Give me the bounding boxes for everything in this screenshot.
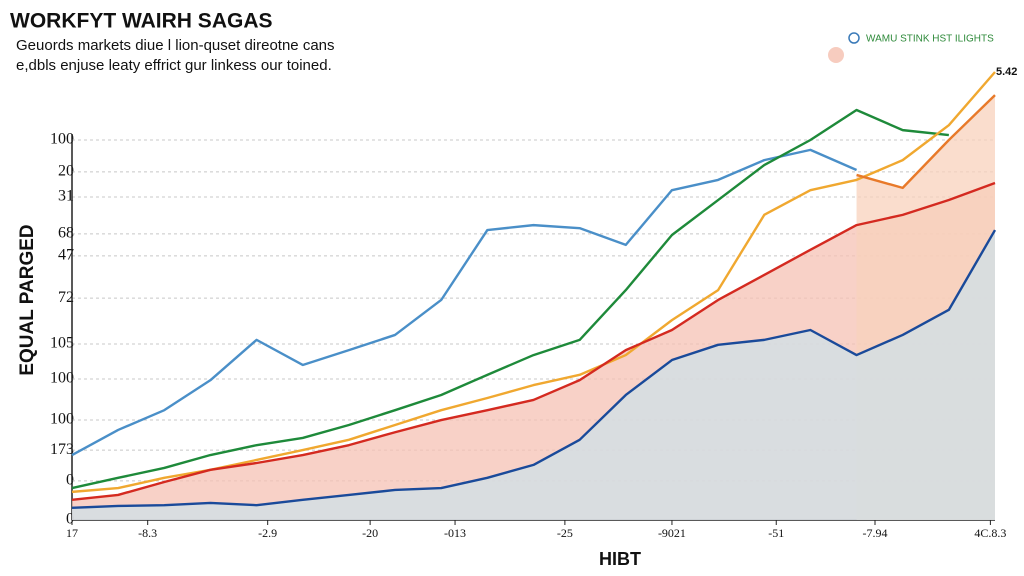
x-tick-label: -8.3 <box>138 526 157 540</box>
x-tick-label: -2.9 <box>258 526 277 540</box>
x-tick-label: -25 <box>557 526 573 540</box>
x-tick-label: -51 <box>768 526 784 540</box>
line <box>71 108 949 490</box>
x-tick-label: -20 <box>362 526 378 540</box>
line <box>71 181 996 502</box>
x-tick-label: 4C.8.3 <box>974 526 1006 540</box>
legend-text: WAMU STINK HST ILIGHTS <box>866 34 994 45</box>
subtitle: e,dbls enjuse leaty effrict gur linkess … <box>16 57 332 74</box>
y-tick-label: 100 <box>50 411 74 428</box>
y-tick-label: 47 <box>58 247 74 264</box>
annotation: 5.42 <box>996 66 1017 78</box>
y-tick-label: 72 <box>58 289 74 306</box>
y-tick-label: 68 <box>58 225 74 242</box>
chart-title: WORKFYT WAIRH SAGAS <box>10 10 273 33</box>
x-tick-label: -7.94 <box>863 526 888 540</box>
y-tick-label: 105 <box>50 335 74 352</box>
line <box>856 94 996 190</box>
x-tick-label: -9021 <box>658 526 686 540</box>
y-tick-label: 31 <box>58 188 74 205</box>
y-tick-label: 0 <box>66 511 74 528</box>
y-tick-label: 100 <box>50 131 74 148</box>
y-tick-label: 173 <box>50 441 74 458</box>
y-axis-label: EQUAL PARGED <box>17 224 38 375</box>
x-tick-label: -013 <box>444 526 466 540</box>
legend-icon <box>848 32 860 44</box>
x-tick-label: 17 <box>66 526 78 540</box>
y-tick-label: 0 <box>66 472 74 489</box>
y-tick-label: 100 <box>50 370 74 387</box>
x-axis-label: HIBT <box>599 549 641 569</box>
subtitle: Geuords markets diue l lion-quset direot… <box>16 37 335 54</box>
area <box>72 230 995 520</box>
y-tick-label: 20 <box>58 163 74 180</box>
line <box>71 148 858 457</box>
line <box>71 229 997 510</box>
decor-dot <box>828 47 844 63</box>
